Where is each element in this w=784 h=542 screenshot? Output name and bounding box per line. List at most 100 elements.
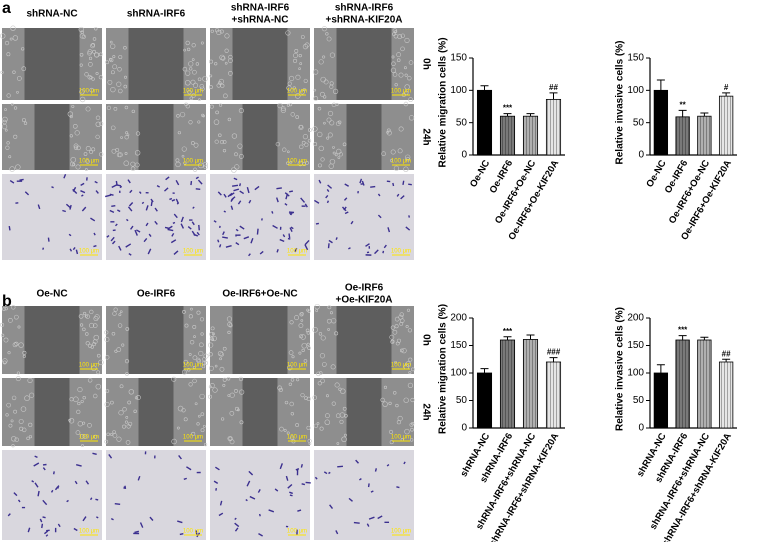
stained-cell [118, 245, 122, 251]
cell [22, 354, 26, 358]
stained-cell [217, 239, 220, 243]
cell [74, 130, 80, 136]
cell [95, 72, 99, 76]
cell [177, 131, 182, 135]
stained-cell [350, 220, 354, 225]
cell [334, 153, 338, 157]
scratch-gap [128, 306, 184, 374]
stained-cell [335, 237, 338, 240]
cell [214, 364, 218, 368]
cell [318, 371, 323, 375]
cell [229, 392, 235, 398]
stained-cell [285, 475, 289, 481]
stained-cell [246, 186, 250, 194]
cell [318, 332, 323, 336]
cell [208, 352, 213, 357]
cell [200, 86, 205, 92]
cell [314, 303, 320, 310]
stained-cell [31, 480, 35, 483]
cell [239, 420, 244, 425]
cell [196, 358, 202, 364]
cell [21, 427, 27, 433]
cell [85, 332, 89, 336]
cell [229, 410, 235, 416]
stained-cell [45, 534, 49, 537]
cell [126, 133, 130, 137]
cell [337, 120, 342, 125]
cell [295, 115, 300, 119]
stained-cell [239, 225, 245, 230]
stained-cell [218, 244, 222, 248]
transwell-image [2, 450, 102, 540]
stained-cell [154, 207, 158, 212]
scratch-gap [24, 306, 80, 374]
cell [194, 402, 198, 406]
cell [120, 136, 123, 139]
cell [321, 26, 328, 32]
stained-cell [42, 247, 45, 250]
scale-bar-label: 100 μm [79, 529, 99, 535]
cell [299, 62, 303, 65]
cell [69, 134, 73, 138]
error-bar [503, 113, 512, 117]
cell [78, 26, 84, 33]
scale-bar-label: 100 μm [287, 159, 307, 165]
stained-cell [287, 237, 291, 240]
cell [12, 35, 19, 41]
stained-cell [114, 223, 118, 227]
cell [122, 424, 126, 429]
cell [408, 115, 415, 121]
stained-cell [279, 463, 283, 470]
cell [380, 397, 385, 403]
stained-cell [249, 495, 256, 500]
cell [197, 77, 202, 82]
cell [77, 401, 81, 406]
cell [125, 415, 129, 419]
stained-cell [76, 463, 82, 467]
stained-cell [143, 238, 148, 243]
stained-cell [175, 198, 179, 204]
cell [394, 360, 397, 364]
cell [298, 53, 302, 58]
stained-cell [178, 455, 182, 460]
stained-cell [145, 205, 149, 211]
stained-cell [171, 199, 176, 202]
cell [175, 161, 181, 168]
stained-cell [368, 516, 375, 520]
stained-cell [179, 532, 184, 536]
cell [293, 53, 299, 59]
cell [226, 376, 231, 381]
stained-cell [127, 206, 133, 212]
stained-cell [154, 220, 158, 225]
stained-cell [125, 243, 132, 248]
stained-cell [383, 244, 387, 249]
cell [186, 367, 191, 372]
stained-cell [156, 184, 160, 188]
cell [0, 322, 5, 327]
cell [113, 307, 118, 312]
cell [229, 439, 235, 445]
cell [210, 326, 215, 331]
stained-cell [259, 250, 264, 255]
cell [89, 322, 95, 329]
cell [185, 40, 190, 46]
cell [10, 102, 14, 106]
cell [85, 106, 91, 112]
y-axis-label: Relative migration cells (%) [438, 304, 449, 434]
stained-cell [223, 210, 227, 213]
stained-cell [111, 184, 118, 188]
stained-cell [289, 227, 293, 233]
cell [307, 346, 311, 350]
stained-cell [359, 478, 362, 481]
cell [124, 152, 128, 155]
stained-cell [169, 197, 173, 201]
cell [328, 163, 334, 169]
cell [326, 318, 332, 324]
cell [238, 108, 244, 114]
cell [8, 423, 13, 428]
cell [319, 353, 326, 359]
stained-cell [117, 209, 121, 213]
cell [199, 84, 205, 89]
cell [121, 343, 125, 347]
stained-cell [24, 191, 30, 196]
